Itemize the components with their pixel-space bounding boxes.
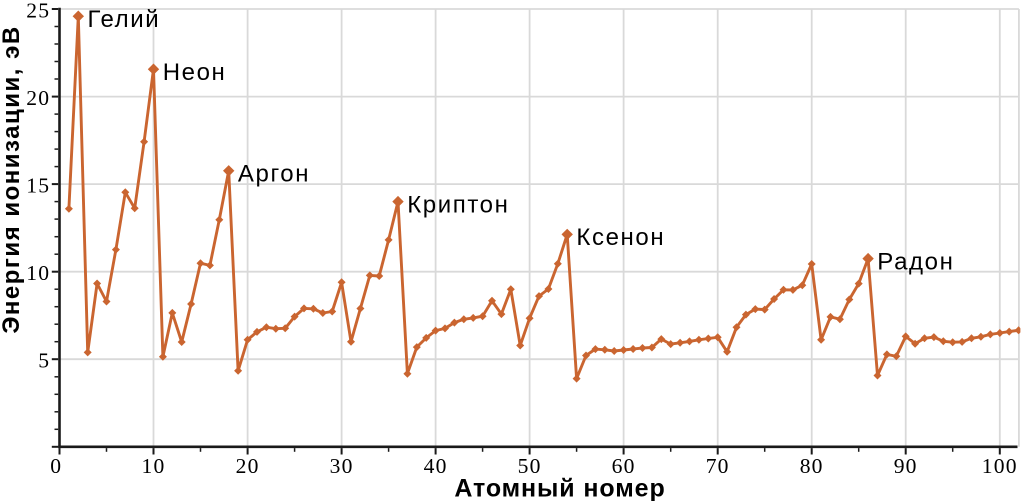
svg-text:10: 10 (142, 454, 166, 478)
svg-text:Ксенон: Ксенон (576, 224, 665, 251)
svg-text:20: 20 (236, 454, 260, 478)
svg-text:Неон: Неон (163, 59, 227, 86)
svg-text:0: 0 (50, 454, 62, 478)
svg-text:40: 40 (424, 454, 448, 478)
svg-text:80: 80 (800, 454, 824, 478)
svg-text:20: 20 (26, 86, 50, 110)
svg-text:5: 5 (38, 349, 50, 373)
svg-text:60: 60 (612, 454, 636, 478)
svg-text:Аргон: Аргон (238, 161, 310, 188)
svg-text:70: 70 (706, 454, 730, 478)
svg-text:100: 100 (982, 454, 1018, 478)
svg-text:Гелий: Гелий (88, 6, 161, 33)
svg-text:50: 50 (518, 454, 542, 478)
svg-text:25: 25 (26, 0, 50, 23)
svg-text:Криптон: Криптон (407, 191, 509, 218)
svg-text:Радон: Радон (877, 248, 954, 275)
svg-text:Атомный номер: Атомный номер (454, 475, 665, 501)
svg-text:Энергия ионизации, эВ: Энергия ионизации, эВ (0, 25, 25, 333)
svg-text:90: 90 (894, 454, 918, 478)
svg-text:15: 15 (26, 174, 50, 198)
svg-text:10: 10 (26, 261, 50, 285)
svg-text:30: 30 (330, 454, 354, 478)
